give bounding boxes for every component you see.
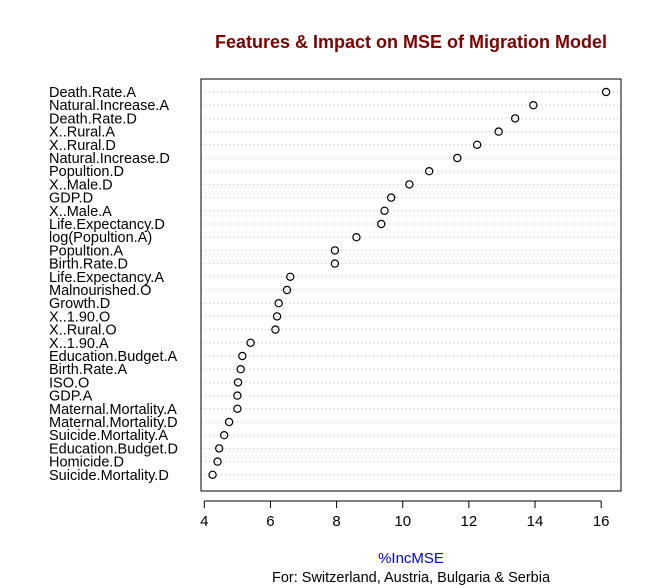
category-label: Popultion.D xyxy=(49,164,124,180)
category-label: Growth.D xyxy=(49,296,110,312)
data-point xyxy=(510,114,520,123)
category-label: log(Popultion.A) xyxy=(49,230,152,246)
data-points xyxy=(208,87,611,479)
data-point xyxy=(282,285,292,295)
data-point xyxy=(424,166,434,176)
data-point xyxy=(377,219,386,229)
category-label: Natural.Increase.A xyxy=(49,98,169,114)
category-label: ISO.O xyxy=(49,375,89,391)
category-label: Birth.Rate.A xyxy=(49,362,127,378)
category-label: Life.Expectancy.A xyxy=(49,270,164,286)
data-point xyxy=(233,391,242,400)
x-tick-label: 14 xyxy=(527,513,544,530)
data-point xyxy=(214,444,224,453)
x-tick-label: 12 xyxy=(461,513,478,530)
x-tick-label: 6 xyxy=(266,513,274,530)
data-point xyxy=(286,272,295,281)
data-point xyxy=(330,246,340,255)
category-label: X..Male.A xyxy=(49,204,112,220)
category-label: Malnourished.O xyxy=(49,283,151,299)
category-label: X..1.90.A xyxy=(49,336,109,352)
x-tick-label: 16 xyxy=(593,513,610,530)
chart-title: Features & Impact on MSE of Migration Mo… xyxy=(215,32,607,52)
gridlines xyxy=(201,91,621,476)
category-label: Birth.Rate.D xyxy=(49,257,128,273)
data-point xyxy=(233,378,243,387)
data-point xyxy=(601,87,611,97)
data-point xyxy=(208,470,217,479)
data-point xyxy=(472,140,482,149)
data-point xyxy=(380,206,389,215)
category-label: X..Rural.O xyxy=(49,323,117,339)
category-label: GDP.D xyxy=(49,191,93,207)
data-point xyxy=(246,338,255,347)
category-label: Maternal.Mortality.D xyxy=(49,415,178,431)
category-labels: Death.Rate.ANatural.Increase.ADeath.Rate… xyxy=(49,85,178,484)
category-label: Maternal.Mortality.A xyxy=(49,402,177,418)
chart-subtitle: For: Switzerland, Austria, Bulgaria & Se… xyxy=(272,570,551,586)
data-point xyxy=(453,153,462,163)
x-axis: 4 6 8 10 12 14 16 xyxy=(200,500,610,530)
category-label: Life.Expectancy.D xyxy=(49,217,165,233)
data-point xyxy=(405,180,414,189)
category-label: Suicide.Mortality.A xyxy=(49,428,168,444)
category-label: Natural.Increase.D xyxy=(49,151,170,167)
data-point xyxy=(219,431,229,440)
category-label: GDP.A xyxy=(49,389,93,405)
category-label: Suicide.Mortality.D xyxy=(49,468,169,484)
category-label: Popultion.A xyxy=(49,243,123,259)
category-label: X..1.90.O xyxy=(49,309,110,325)
category-label: Homicide.D xyxy=(49,455,124,471)
data-point xyxy=(224,417,234,427)
data-point xyxy=(233,404,242,413)
category-label: Education.Budget.D xyxy=(49,441,178,457)
data-point xyxy=(330,259,340,268)
category-label: X..Male.D xyxy=(49,177,113,193)
category-label: Death.Rate.D xyxy=(49,111,137,127)
data-point xyxy=(272,312,282,321)
data-point xyxy=(236,365,245,374)
plot-frame xyxy=(200,78,622,492)
data-point xyxy=(494,127,503,136)
data-point xyxy=(352,232,361,242)
data-point xyxy=(386,193,396,202)
data-point xyxy=(271,325,280,334)
data-point xyxy=(213,457,222,466)
category-label: X..Rural.D xyxy=(49,138,116,154)
category-label: Death.Rate.A xyxy=(49,85,136,101)
x-tick-label: 10 xyxy=(394,513,411,530)
data-point xyxy=(529,100,538,110)
x-tick-label: 8 xyxy=(332,513,340,530)
x-tick-label: 4 xyxy=(200,513,208,530)
data-point xyxy=(238,351,247,361)
data-point xyxy=(274,299,283,308)
category-label: X..Rural.A xyxy=(49,125,115,141)
x-axis-label: %IncMSE xyxy=(378,550,444,567)
category-label: Education.Budget.A xyxy=(49,349,178,365)
